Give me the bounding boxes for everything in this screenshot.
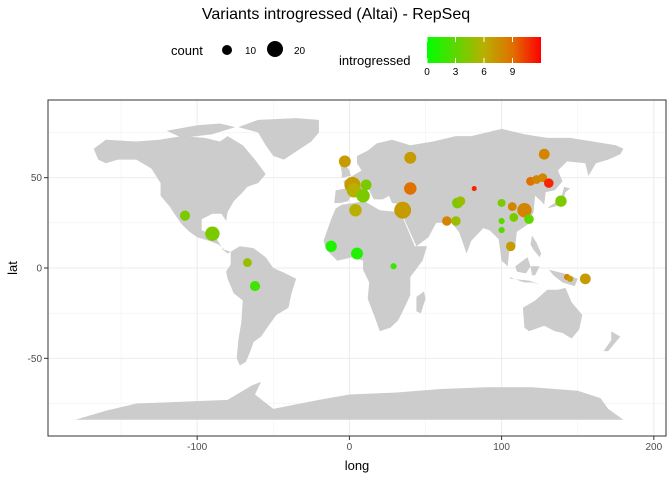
size-legend-label-small: 10	[245, 46, 257, 57]
y-tick-label: -50	[28, 354, 43, 365]
madagascar-land	[416, 291, 426, 314]
data-point	[356, 189, 370, 203]
antarctica-land	[75, 381, 624, 420]
color-legend-tick-label: 6	[481, 67, 487, 78]
data-point	[455, 196, 466, 206]
x-axis: -100 0 100 200	[187, 436, 663, 453]
data-point	[471, 185, 477, 192]
size-legend-title: count	[171, 43, 203, 58]
legend: count 10 20 introgressed 0 3 6 9	[171, 37, 541, 78]
data-point	[338, 155, 351, 168]
japan-land	[547, 186, 571, 209]
africa-land	[323, 201, 427, 332]
data-point	[538, 173, 548, 183]
data-point	[497, 198, 506, 207]
grid-major	[48, 100, 666, 436]
y-axis-title: lat	[5, 261, 20, 275]
data-point	[360, 179, 372, 191]
x-tick-label: 200	[645, 442, 662, 453]
color-legend-tick-label: 9	[510, 67, 516, 78]
data-point	[505, 241, 516, 252]
size-legend-label-large: 20	[294, 46, 306, 57]
indonesia-land	[494, 257, 578, 287]
data-point	[509, 213, 519, 222]
data-point	[349, 203, 362, 217]
world-map	[75, 118, 624, 420]
eurasia-land	[334, 128, 624, 267]
chart-title: Variants introgressed (Altai) - RepSeq	[201, 6, 471, 23]
data-point	[404, 151, 417, 164]
data-point	[394, 201, 412, 219]
data-point	[390, 263, 397, 270]
new-zealand-land	[603, 331, 621, 352]
x-axis-title: long	[345, 458, 370, 473]
data-point	[555, 195, 567, 207]
data-point	[451, 216, 461, 226]
x-tick-label: -100	[187, 442, 207, 453]
color-legend-ticks: 0 3 6 9	[424, 37, 516, 78]
color-legend-tick-label: 0	[424, 67, 430, 78]
color-legend-title: introgressed	[339, 53, 411, 68]
data-point	[517, 202, 532, 218]
x-tick-label: 0	[347, 442, 353, 453]
data-point	[524, 214, 534, 224]
arctic-islands-land	[166, 123, 236, 138]
size-legend-key-small	[222, 45, 232, 55]
data-point	[404, 182, 417, 195]
x-tick-label: 100	[493, 442, 510, 453]
data-point	[544, 178, 554, 188]
philippines-land	[530, 235, 542, 258]
data-point	[242, 258, 252, 267]
australia-land	[522, 287, 583, 339]
data-point	[498, 217, 505, 225]
data-point	[566, 275, 574, 282]
size-legend-key-large	[267, 41, 283, 57]
y-tick-label: 0	[36, 264, 42, 275]
color-legend-tick-label: 3	[453, 67, 459, 78]
data-point	[498, 226, 505, 234]
data-point	[325, 240, 337, 253]
south-america-land	[226, 246, 297, 366]
data-point	[249, 280, 261, 292]
data-points	[179, 148, 591, 292]
data-point	[442, 216, 452, 226]
y-axis: -50 0 50	[28, 173, 48, 365]
y-tick-label: 50	[31, 173, 43, 184]
north-america-land	[93, 136, 266, 254]
data-point	[179, 210, 191, 221]
data-point	[507, 202, 517, 211]
data-point	[351, 247, 363, 260]
data-point	[538, 148, 550, 160]
greenland-land	[238, 118, 319, 160]
data-point	[579, 273, 591, 285]
data-point	[205, 226, 220, 241]
